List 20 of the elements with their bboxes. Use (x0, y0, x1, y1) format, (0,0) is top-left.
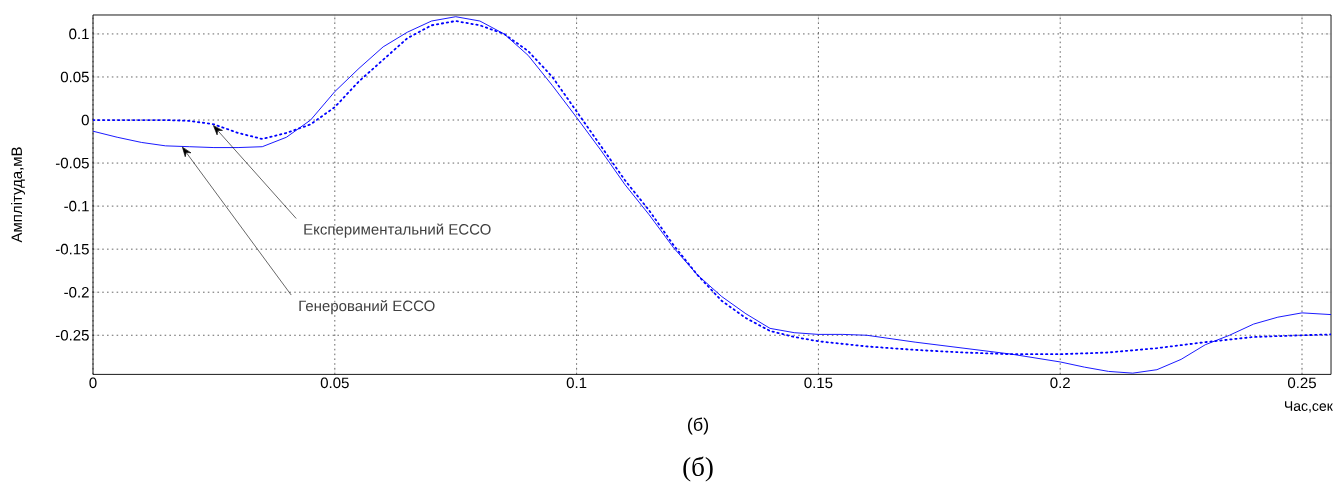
annotation: Генерований ЕССО (299, 299, 435, 315)
text: (б) (687, 417, 709, 435)
x-tick-label: 0.2 (1050, 377, 1070, 389)
y-tick-label: 0 (81, 114, 89, 126)
x-tick-label: 0.1 (566, 377, 587, 389)
text: (б) (683, 456, 713, 482)
x-tick-label: 0.15 (804, 377, 833, 389)
y-tick-label: -0.25 (55, 329, 89, 341)
x-tick-label: 0 (89, 377, 97, 389)
x-axis-title: Час,сек (1285, 401, 1333, 413)
y-tick-label: -0.15 (55, 243, 89, 255)
y-tick-label: 0.1 (69, 28, 89, 40)
x-tick-label: 0.25 (1287, 377, 1316, 389)
x-tick-label: 0.05 (320, 377, 349, 389)
y-axis-title: Амплітуда,мВ (11, 147, 25, 243)
y-tick-label: -0.05 (55, 157, 89, 169)
y-tick-label: -0.1 (64, 200, 89, 212)
annotation: Експериментальний ЕССО (304, 223, 491, 238)
y-tick-label: 0.05 (60, 71, 89, 83)
y-tick-label: -0.2 (64, 286, 89, 298)
